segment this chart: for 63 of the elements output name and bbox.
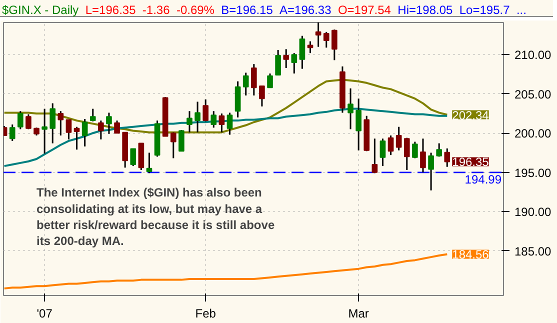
candlestick — [380, 138, 386, 167]
candlestick — [299, 35, 306, 70]
candlestick — [178, 129, 184, 152]
annotation: The Internet Index ($GIN) has also been consolidating at its low, but may have a better risk/reward because it is still above its 200-day MA. — [36, 186, 275, 248]
x-tick-label: Feb — [195, 306, 216, 320]
candlestick — [291, 52, 298, 74]
candlestick — [42, 108, 48, 154]
candlestick — [114, 120, 120, 134]
candlestick — [436, 142, 442, 158]
candlestick — [348, 88, 354, 130]
candlestick — [170, 132, 176, 159]
candlestick — [259, 85, 265, 108]
candlestick — [66, 119, 72, 140]
candlestick — [388, 134, 394, 156]
candlestick — [218, 112, 225, 134]
text: 196.35 — [452, 155, 490, 170]
candlestick — [315, 22, 322, 48]
candlestick — [226, 112, 233, 136]
y-tick-label: 205.00 — [514, 87, 552, 102]
chart-title: $GIN.X - Daily — [2, 3, 79, 17]
text: L=196.35 -1.36 -0.69% B=196.15 A=196.33 O=197.54 Hi=198.05 Lo=195.7 ... — [85, 3, 526, 17]
candlestick — [194, 100, 200, 134]
candlestick — [356, 98, 362, 152]
candlestick — [106, 112, 112, 135]
candlestick — [332, 28, 338, 61]
candlestick — [267, 72, 273, 88]
y-tick-label: 185.00 — [514, 244, 552, 258]
candlestick — [202, 98, 209, 122]
candlestick — [58, 110, 64, 136]
candlestick — [17, 110, 24, 130]
candlestick — [9, 124, 16, 142]
candlestick — [444, 148, 450, 168]
line-series — [4, 253, 448, 290]
candlestick — [404, 137, 410, 171]
candlestick — [26, 114, 32, 130]
candlestick — [250, 63, 257, 96]
candlestick — [210, 110, 217, 128]
candlestick — [146, 152, 152, 174]
candlestick — [428, 152, 434, 192]
candlestick — [98, 120, 104, 140]
candlestick — [82, 118, 88, 148]
candlestick — [74, 126, 80, 150]
y-tick-label: 190.00 — [514, 205, 552, 220]
data-label: 202.34 — [452, 108, 490, 122]
candlestick — [283, 48, 290, 69]
candlestick — [372, 138, 378, 174]
y-tick-label: 200.00 — [514, 126, 552, 141]
candlestick — [242, 72, 249, 96]
candlestick — [50, 102, 56, 144]
x-tick-label: Mar — [348, 306, 369, 320]
candlestick — [323, 31, 330, 48]
candlestick — [420, 138, 426, 174]
candlestick — [275, 49, 281, 76]
candlestick — [412, 140, 418, 159]
y-tick-label: 195.00 — [514, 166, 552, 180]
ref-line-label: 194.99 — [464, 172, 502, 186]
candlestick — [130, 148, 136, 167]
y-tick-label: 210.00 — [514, 48, 552, 62]
x-tick-label: '07 — [36, 306, 53, 320]
candlestick — [90, 108, 96, 122]
data-label: 184.56 — [452, 248, 490, 262]
candlestick — [396, 126, 402, 152]
candlestick — [186, 110, 192, 134]
